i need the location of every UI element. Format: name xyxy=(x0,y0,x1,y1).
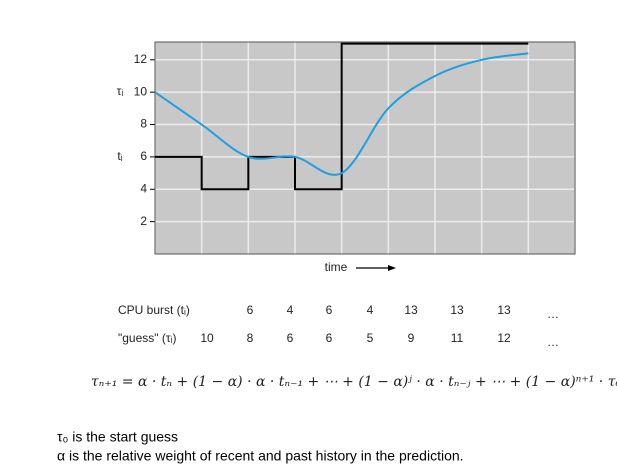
y-tick-label: 2 xyxy=(140,214,147,228)
table-cell: 13 xyxy=(450,303,464,317)
table-cell: 10 xyxy=(200,331,214,345)
y-label-burst: tᵢ xyxy=(117,149,122,163)
y-label-guess: τᵢ xyxy=(117,84,124,98)
plot-area xyxy=(155,42,575,254)
table-cell: … xyxy=(547,335,559,349)
formula: τₙ₊₁ = α · tₙ + (1 − α) · α · tₙ₋₁ + ⋯ +… xyxy=(91,374,617,390)
table-cell: 13 xyxy=(404,303,418,317)
y-tick-label: 8 xyxy=(140,117,147,131)
table-cell: 6 xyxy=(287,331,294,345)
x-label: time xyxy=(325,260,348,274)
table-cell: … xyxy=(547,307,559,321)
table-cell: 4 xyxy=(367,303,374,317)
plot-border xyxy=(154,41,576,255)
time-arrow-head xyxy=(388,265,396,271)
table-cell: 9 xyxy=(408,331,415,345)
y-tick-label: 4 xyxy=(140,181,147,195)
table-cell: 6 xyxy=(247,303,254,317)
table-cell: 4 xyxy=(287,303,294,317)
guess-line xyxy=(154,52,529,176)
table-cell: 5 xyxy=(367,331,374,345)
y-tick-label: 6 xyxy=(140,149,147,163)
note: τ₀ is the start guess xyxy=(57,429,178,445)
table-cell: 8 xyxy=(247,331,254,345)
row-label: "guess" (τᵢ) xyxy=(118,331,177,345)
table-cell: 6 xyxy=(326,303,333,317)
table-cell: 13 xyxy=(497,303,511,317)
table-cell: 11 xyxy=(451,331,464,345)
table-cell: 6 xyxy=(326,331,333,345)
note: α is the relative weight of recent and p… xyxy=(57,448,464,464)
table-cell: 12 xyxy=(497,331,511,345)
row-label: CPU burst (tᵢ) xyxy=(118,303,190,317)
y-tick-label: 10 xyxy=(134,84,148,98)
burst-line xyxy=(155,42,529,191)
y-tick-label: 12 xyxy=(134,52,148,66)
